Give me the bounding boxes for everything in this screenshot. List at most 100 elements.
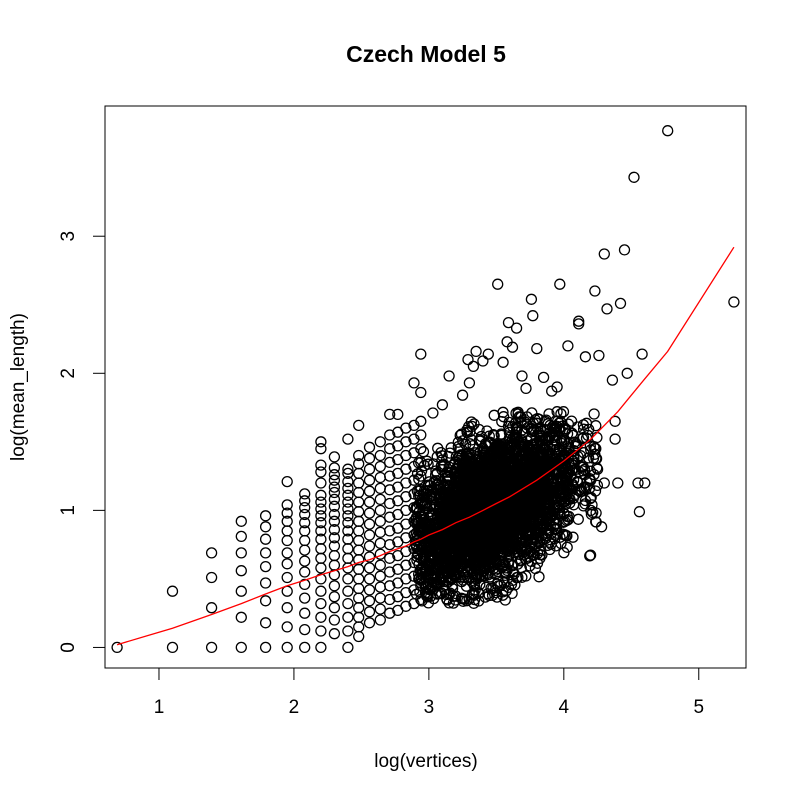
data-point bbox=[342, 433, 354, 445]
data-point bbox=[416, 595, 428, 607]
data-point bbox=[281, 534, 293, 547]
data-point bbox=[428, 552, 440, 564]
data-point bbox=[551, 406, 563, 418]
data-point bbox=[555, 537, 567, 550]
data-point bbox=[425, 550, 437, 562]
data-point bbox=[413, 490, 425, 502]
data-point bbox=[400, 573, 412, 585]
data-point bbox=[374, 493, 386, 506]
data-point bbox=[315, 543, 327, 555]
data-point bbox=[467, 360, 480, 373]
data-point bbox=[166, 585, 179, 597]
data-point bbox=[428, 476, 440, 488]
data-point bbox=[598, 477, 610, 489]
data-point bbox=[560, 490, 572, 502]
data-point bbox=[580, 417, 593, 429]
data-point bbox=[467, 525, 480, 538]
data-point bbox=[205, 602, 218, 614]
data-point bbox=[618, 244, 631, 256]
data-point bbox=[315, 552, 327, 564]
data-point bbox=[572, 476, 584, 489]
data-point bbox=[374, 449, 386, 462]
data-point bbox=[111, 641, 123, 654]
data-point bbox=[505, 472, 517, 484]
data-point bbox=[342, 525, 354, 537]
data-point bbox=[488, 409, 500, 421]
data-point bbox=[469, 487, 481, 500]
data-point bbox=[636, 348, 648, 360]
data-point bbox=[500, 562, 512, 574]
data-point bbox=[593, 349, 605, 362]
data-point bbox=[503, 431, 516, 444]
data-point bbox=[547, 474, 560, 486]
data-point bbox=[353, 477, 365, 489]
data-point bbox=[437, 481, 450, 493]
data-point bbox=[497, 529, 509, 541]
data-point bbox=[510, 322, 523, 334]
data-point bbox=[437, 489, 450, 501]
data-point bbox=[299, 525, 311, 537]
data-point bbox=[543, 524, 555, 536]
data-point bbox=[468, 418, 480, 430]
data-point bbox=[501, 452, 514, 464]
data-point bbox=[374, 460, 386, 473]
chart-title: Czech Model 5 bbox=[346, 41, 506, 67]
data-point bbox=[563, 510, 575, 523]
data-point bbox=[281, 507, 293, 519]
data-point bbox=[299, 592, 311, 604]
data-point bbox=[328, 508, 341, 521]
data-point bbox=[400, 477, 412, 489]
data-point bbox=[536, 457, 548, 470]
scatter-points bbox=[111, 125, 740, 654]
data-point bbox=[537, 488, 549, 500]
data-point bbox=[466, 485, 478, 497]
data-point bbox=[432, 522, 444, 534]
data-point bbox=[567, 429, 579, 442]
data-point bbox=[299, 623, 311, 636]
data-point bbox=[342, 467, 354, 480]
data-point bbox=[461, 524, 473, 536]
data-point bbox=[400, 586, 412, 599]
data-point bbox=[205, 571, 218, 584]
data-point bbox=[363, 617, 376, 629]
data-point bbox=[281, 621, 293, 633]
data-point bbox=[591, 463, 604, 475]
data-point bbox=[436, 454, 448, 466]
x-tick-label: 1 bbox=[154, 697, 165, 718]
data-point bbox=[259, 617, 272, 629]
data-point bbox=[585, 444, 597, 456]
data-point bbox=[423, 551, 436, 563]
data-point bbox=[461, 426, 473, 439]
data-point bbox=[520, 382, 532, 395]
data-point bbox=[235, 565, 247, 577]
data-point bbox=[589, 485, 602, 497]
data-point bbox=[579, 351, 592, 363]
data-point bbox=[421, 491, 433, 503]
data-point bbox=[328, 559, 341, 571]
data-point bbox=[502, 316, 515, 329]
data-point bbox=[487, 551, 500, 563]
data-point bbox=[572, 513, 584, 525]
data-point bbox=[417, 446, 430, 458]
data-point bbox=[576, 461, 588, 473]
data-point bbox=[560, 485, 572, 498]
data-point bbox=[363, 540, 376, 552]
data-point bbox=[573, 485, 585, 497]
data-point bbox=[542, 432, 554, 444]
data-point bbox=[315, 477, 327, 489]
data-point bbox=[384, 456, 396, 469]
data-point bbox=[353, 525, 365, 537]
data-point bbox=[585, 504, 597, 517]
data-point bbox=[315, 459, 327, 471]
data-point bbox=[502, 535, 515, 547]
data-point bbox=[374, 471, 386, 484]
data-point bbox=[384, 429, 396, 441]
data-point bbox=[299, 517, 311, 529]
data-point bbox=[515, 458, 527, 471]
data-point bbox=[415, 348, 427, 360]
data-point bbox=[578, 463, 591, 476]
data-point bbox=[299, 544, 311, 556]
data-point bbox=[437, 575, 450, 588]
data-point bbox=[424, 582, 436, 595]
data-point bbox=[299, 488, 311, 500]
